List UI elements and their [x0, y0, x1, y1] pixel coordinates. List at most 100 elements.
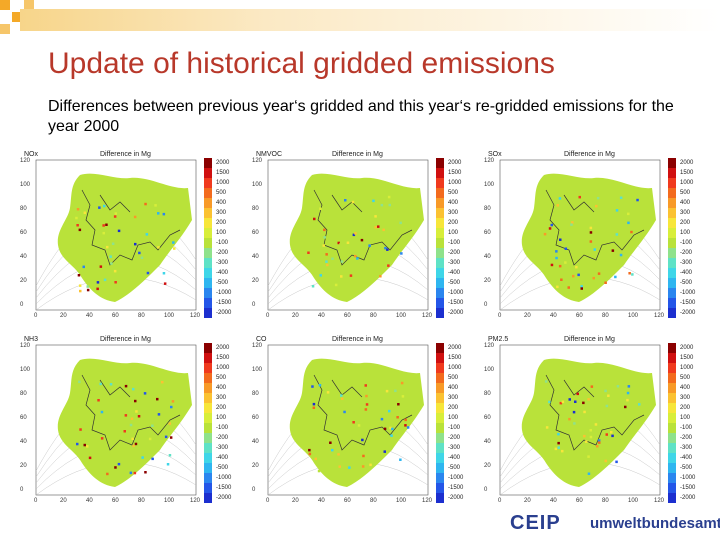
difference-cell — [124, 384, 128, 388]
difference-cell — [596, 445, 599, 448]
difference-cell — [141, 456, 144, 459]
difference-cell — [592, 200, 595, 203]
panel-species-label: CO — [256, 336, 267, 343]
x-tick-label: 40 — [550, 498, 557, 504]
colorbar-label: -100 — [448, 425, 461, 431]
difference-cell — [598, 441, 601, 444]
difference-cell — [133, 471, 137, 475]
y-tick-label: 0 — [20, 487, 24, 493]
colorbar-label: -200 — [680, 435, 693, 441]
colorbar-swatch — [668, 363, 676, 373]
difference-cell — [99, 382, 102, 386]
colorbar-swatch — [668, 473, 676, 483]
difference-cell — [163, 282, 167, 285]
difference-cell — [576, 392, 579, 396]
colorbar-label: -1000 — [216, 475, 232, 481]
colorbar-label: -1500 — [680, 300, 696, 306]
difference-cell — [583, 410, 586, 414]
emission-map — [35, 344, 197, 496]
x-tick-label: 0 — [498, 313, 502, 319]
colorbar-swatch — [204, 248, 212, 258]
colorbar-label: 2000 — [216, 160, 230, 166]
difference-cell — [594, 423, 598, 426]
colorbar-swatch — [204, 298, 212, 308]
difference-cell — [627, 385, 631, 388]
colorbar-label: -2000 — [448, 495, 464, 501]
colorbar-label: -200 — [448, 435, 461, 441]
colorbar-swatch — [668, 248, 676, 258]
colorbar-swatch — [436, 198, 444, 208]
x-tick-label: 100 — [164, 313, 175, 319]
difference-cell — [323, 236, 326, 239]
difference-cell — [343, 410, 346, 414]
colorbar-swatch — [204, 288, 212, 298]
x-tick-label: 20 — [524, 498, 531, 504]
y-tick-label: 60 — [252, 230, 259, 236]
colorbar-swatch — [436, 228, 444, 238]
difference-cell — [568, 398, 571, 401]
colorbar-label: -200 — [680, 250, 693, 256]
difference-cell — [555, 256, 558, 260]
colorbar-label: -2000 — [680, 495, 696, 501]
colorbar-label: -1500 — [216, 485, 232, 491]
difference-cell — [598, 411, 602, 415]
difference-cell — [364, 408, 368, 411]
emission-area — [521, 173, 656, 302]
difference-cell — [578, 195, 581, 199]
difference-cell — [361, 465, 365, 468]
difference-cell — [595, 204, 598, 208]
colorbar-label: 2000 — [680, 345, 694, 351]
y-tick-label: 120 — [252, 158, 263, 164]
colorbar-swatch — [436, 423, 444, 433]
difference-cell — [399, 221, 402, 225]
difference-cell — [374, 226, 377, 229]
x-tick-label: 120 — [654, 498, 665, 504]
difference-cell — [589, 226, 593, 230]
emission-map — [499, 159, 661, 311]
panel-header: Difference in Mg — [100, 151, 151, 158]
emission-area — [57, 173, 193, 302]
difference-cell — [134, 442, 138, 446]
colorbar-swatch — [204, 198, 212, 208]
y-tick-label: 80 — [252, 391, 259, 397]
difference-cell — [380, 417, 384, 421]
difference-cell — [98, 206, 101, 209]
difference-cell — [362, 454, 365, 458]
difference-cell — [331, 257, 334, 260]
colorbar-label: -1500 — [448, 300, 464, 306]
colorbar: 2000 1500 1000 500 400 300 200 100 -100 -200 -300 -… — [668, 343, 695, 503]
difference-cell — [308, 448, 311, 452]
colorbar-label: -200 — [448, 250, 461, 256]
y-tick-label: 0 — [484, 487, 488, 493]
difference-cell — [162, 272, 166, 275]
difference-cell — [340, 260, 344, 263]
y-tick-label: 20 — [484, 463, 491, 469]
emission-map — [267, 344, 429, 496]
difference-cell — [100, 437, 104, 440]
difference-cell — [154, 204, 157, 207]
difference-cell — [83, 443, 86, 447]
difference-cell — [319, 274, 322, 277]
difference-cell — [102, 224, 105, 227]
difference-cell — [137, 415, 141, 418]
y-tick-label: 120 — [484, 158, 495, 164]
difference-cell — [368, 244, 371, 247]
difference-cell — [103, 278, 107, 282]
difference-cell — [157, 413, 161, 416]
difference-cell — [557, 432, 560, 436]
colorbar-label: -100 — [216, 240, 229, 246]
x-tick-label: 80 — [370, 498, 377, 504]
colorbar-label: 400 — [448, 200, 459, 206]
panel-header: Difference in Mg — [332, 151, 383, 158]
colorbar-swatch — [204, 493, 212, 503]
difference-cell — [318, 384, 322, 387]
difference-cell — [388, 203, 391, 207]
colorbar-swatch — [436, 483, 444, 493]
colorbar-label: 100 — [216, 415, 227, 421]
colorbar-label: 100 — [216, 230, 227, 236]
difference-cell — [341, 397, 344, 400]
colorbar-swatch — [204, 158, 212, 168]
colorbar-swatch — [204, 483, 212, 493]
difference-cell — [113, 215, 117, 218]
colorbar-label: -1500 — [216, 300, 232, 306]
